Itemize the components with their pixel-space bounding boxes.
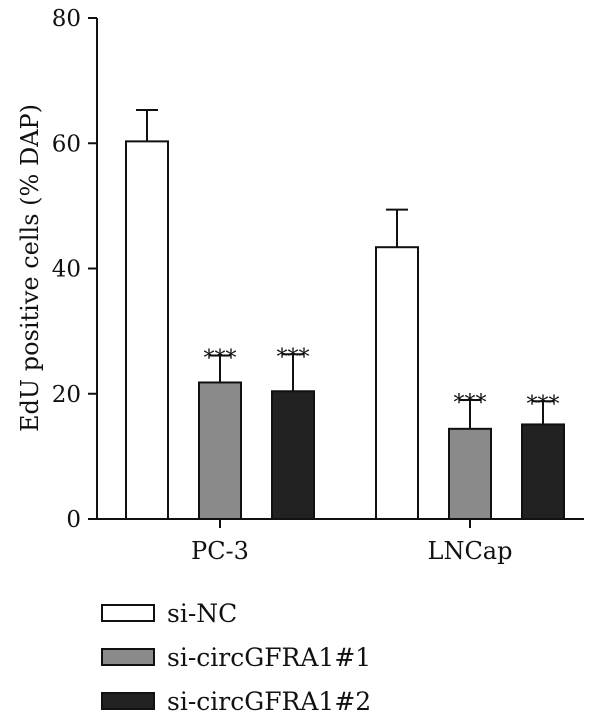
bar-1-0: [375, 246, 419, 521]
y-tick-label-20: 20: [52, 382, 81, 408]
y-tick-label-80: 80: [52, 6, 81, 32]
significance-label-1-1: ***: [454, 391, 487, 416]
x-axis: PC-3 LNCap: [97, 518, 584, 565]
significance-label-1-2: ***: [527, 392, 560, 417]
legend: si-NC si-circGFRA1#1 si-circGFRA1#2: [101, 599, 371, 716]
significance-label-0-1: ***: [204, 347, 237, 372]
bar-0-1: [198, 381, 242, 521]
x-tick-label-1: LNCap: [428, 537, 513, 565]
legend-swatch-0: [101, 604, 155, 622]
y-tick-label-40: 40: [52, 257, 81, 283]
significance-label-0-2: ***: [277, 345, 310, 370]
bar-0-0: [125, 140, 169, 520]
legend-swatch-1: [101, 648, 155, 666]
legend-swatch-2: [101, 692, 155, 710]
x-tick-label-0: PC-3: [191, 537, 249, 565]
legend-label-1: si-circGFRA1#1: [167, 643, 371, 672]
legend-label-2: si-circGFRA1#2: [167, 687, 371, 716]
y-tick-label-60: 60: [52, 131, 81, 157]
bar-0-2: [271, 390, 315, 520]
y-axis: 0 20 40 60 80: [52, 6, 98, 533]
legend-label-0: si-NC: [167, 599, 237, 628]
bar-1-1: [448, 427, 492, 521]
bars: *** *** *** ***: [125, 109, 565, 521]
y-tick-label-0: 0: [66, 507, 81, 533]
bar-1-2: [521, 423, 565, 520]
y-axis-title: EdU positive cells (% DAP): [16, 104, 44, 432]
